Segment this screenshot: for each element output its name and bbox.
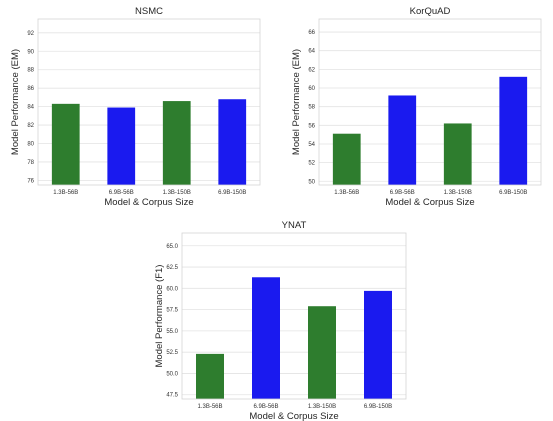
plot-frame <box>318 18 542 186</box>
y-tick-label: 62.5 <box>166 265 178 271</box>
y-tick-label: 92 <box>27 31 34 37</box>
y-tick-label: 82 <box>27 123 34 129</box>
y-axis-label: Model Performance (F1) <box>154 265 165 368</box>
y-tick-label: 58 <box>308 105 315 111</box>
y-tick-label: 60.0 <box>166 286 178 292</box>
y-tick-label: 65.0 <box>166 244 178 250</box>
y-tick-label: 80 <box>27 142 34 148</box>
y-tick-label: 57.5 <box>166 308 178 314</box>
x-axis-label: Model & Corpus Size <box>385 197 474 208</box>
x-tick-label: 1.3B-56B <box>197 404 222 410</box>
x-tick-label: 1.3B-56B <box>53 190 78 196</box>
bar-13b-150b <box>443 123 472 185</box>
x-tick-label: 6.9B-150B <box>499 190 527 196</box>
x-tick-label: 1.3B-150B <box>444 190 472 196</box>
y-tick-label: 84 <box>27 105 34 111</box>
x-tick-label: 1.3B-150B <box>163 190 191 196</box>
bar-69b-56b <box>107 107 136 185</box>
y-tick-label: 60 <box>308 86 315 92</box>
chart-1: 50 52 54 56 58 60 62 64 66 1.3B-56B 6.9B-56B 1.3B-1… <box>291 6 542 208</box>
x-tick-label: 6.9B-150B <box>218 190 246 196</box>
chart-2: 47.5 50.0 52.5 55.0 57.5 60.0 62.5 65.0 1.3B-56B… <box>154 220 407 421</box>
bar-13b-56b <box>332 133 361 185</box>
bar-69b-150b <box>364 290 392 399</box>
y-axis-label: Model Performance (EM) <box>291 49 302 155</box>
x-tick-label: 6.9B-56B <box>253 404 278 410</box>
chart-0: 76 78 80 82 84 86 88 90 92 1.3B-56B 6.9B-56B 1.3B-1… <box>10 6 261 208</box>
y-tick-label: 52.5 <box>166 350 178 356</box>
bar-13b-56b <box>51 103 80 185</box>
x-tick-label: 1.3B-56B <box>334 190 359 196</box>
y-tick-label: 52 <box>308 161 315 167</box>
y-tick-label: 64 <box>308 49 315 55</box>
y-tick-label: 50 <box>308 179 315 185</box>
y-tick-label: 47.5 <box>166 393 178 399</box>
x-tick-label: 1.3B-150B <box>308 404 336 410</box>
x-tick-label: 6.9B-56B <box>390 190 415 196</box>
bar-69b-150b <box>499 76 528 185</box>
y-axis-label: Model Performance (EM) <box>10 49 21 155</box>
bar-13b-150b <box>162 101 191 185</box>
y-tick-label: 88 <box>27 68 34 74</box>
y-tick-label: 78 <box>27 160 34 166</box>
x-axis-label: Model & Corpus Size <box>249 411 338 421</box>
chart-title: YNAT <box>282 220 307 231</box>
x-tick-label: 6.9B-150B <box>364 404 392 410</box>
bar-13b-56b <box>196 353 224 399</box>
plot-frame <box>37 18 261 186</box>
x-axis-label: Model & Corpus Size <box>104 197 193 208</box>
bar-69b-150b <box>218 99 247 185</box>
bar-69b-56b <box>388 95 417 185</box>
plot-frame <box>181 232 407 400</box>
y-tick-label: 55.0 <box>166 329 178 335</box>
y-tick-label: 54 <box>308 142 315 148</box>
bar-69b-56b <box>252 277 280 399</box>
x-tick-label: 6.9B-56B <box>109 190 134 196</box>
y-tick-label: 76 <box>27 178 34 184</box>
chart-title: NSMC <box>135 6 163 17</box>
y-tick-label: 86 <box>27 86 34 92</box>
y-tick-label: 66 <box>308 30 315 36</box>
y-tick-label: 62 <box>308 67 315 73</box>
y-tick-label: 50.0 <box>166 371 178 377</box>
y-tick-label: 56 <box>308 123 315 129</box>
chart-title: KorQuAD <box>410 6 451 17</box>
y-tick-label: 90 <box>27 49 34 55</box>
bar-13b-150b <box>308 306 336 399</box>
